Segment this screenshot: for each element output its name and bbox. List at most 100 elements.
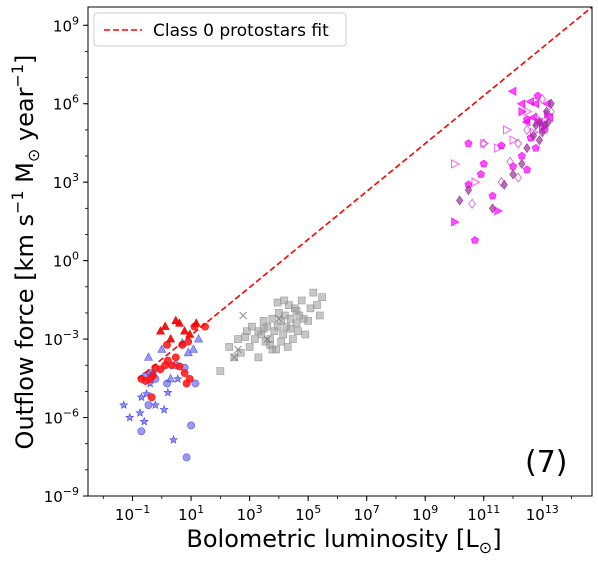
data-point-circle bbox=[171, 353, 180, 362]
data-point-circle bbox=[175, 362, 184, 371]
data-point-triangle bbox=[155, 326, 165, 335]
data-point-pentagon bbox=[488, 191, 497, 200]
data-point-triangle bbox=[157, 344, 167, 353]
data-point-diamond bbox=[544, 116, 552, 128]
data-point-square bbox=[277, 337, 286, 346]
y-axis-title-sup-1: −1 bbox=[8, 190, 27, 214]
data-point-square bbox=[268, 314, 277, 323]
data-point-diamond bbox=[464, 185, 473, 196]
data-point-diamond bbox=[538, 93, 547, 105]
data-point-triangle bbox=[166, 373, 176, 383]
panel-label: (7) bbox=[525, 445, 568, 480]
data-point-triangle-right bbox=[518, 107, 527, 117]
legend-box bbox=[93, 12, 347, 47]
data-point-triangle-right bbox=[503, 125, 512, 135]
fit-line bbox=[137, 7, 592, 380]
data-point-square bbox=[225, 343, 233, 351]
legend-label: Class 0 protostars fit bbox=[153, 21, 329, 41]
x-tick-label: 101 bbox=[178, 503, 204, 524]
data-point-square bbox=[294, 327, 302, 336]
data-point-star bbox=[135, 408, 145, 417]
y-axis-title-sup-2: −1 bbox=[8, 64, 27, 88]
data-point-triangle bbox=[188, 344, 198, 353]
data-point-cross bbox=[239, 311, 247, 320]
data-point-diamond bbox=[488, 203, 497, 214]
data-point-pentagon bbox=[470, 236, 479, 244]
data-point-diamond bbox=[468, 198, 476, 210]
data-point-triangle bbox=[160, 321, 170, 330]
data-point-pentagon bbox=[533, 91, 542, 100]
data-point-diamond bbox=[506, 156, 514, 168]
data-point-star bbox=[125, 412, 135, 422]
y-axis-title-part-3: year bbox=[11, 87, 39, 148]
data-point-square bbox=[234, 335, 242, 343]
data-point-square bbox=[286, 324, 295, 333]
data-point-triangle bbox=[174, 318, 184, 327]
legend: Class 0 protostars fit bbox=[93, 12, 347, 47]
data-point-triangle bbox=[180, 326, 190, 335]
data-point-triangle-right bbox=[471, 177, 481, 187]
data-point-cross bbox=[234, 345, 242, 354]
data-point-circle bbox=[180, 369, 189, 378]
x-tick-label: 1013 bbox=[526, 503, 559, 524]
data-point-circle bbox=[137, 427, 146, 436]
data-point-diamond bbox=[532, 120, 540, 131]
data-point-star bbox=[150, 400, 160, 409]
y-axis-ticks: 10−9 10−6 10−3 100 103 106 109 bbox=[44, 14, 88, 506]
data-point-square bbox=[301, 330, 310, 339]
data-point-circle bbox=[167, 361, 176, 370]
data-point-square bbox=[313, 301, 321, 309]
data-point-pentagon bbox=[531, 143, 540, 152]
data-point-diamond bbox=[529, 130, 538, 141]
y-tick-label: 10−6 bbox=[44, 407, 79, 428]
data-point-diamond bbox=[500, 179, 508, 190]
data-point-triangle-right bbox=[494, 206, 503, 216]
data-points bbox=[119, 86, 555, 462]
data-point-square bbox=[292, 307, 301, 315]
data-point-diamond bbox=[523, 143, 531, 154]
data-point-triangle bbox=[191, 318, 201, 327]
data-point-square bbox=[306, 304, 315, 313]
data-point-star bbox=[159, 404, 169, 414]
data-point-square bbox=[216, 367, 225, 375]
y-axis-title-sub: ⊙ bbox=[24, 149, 43, 162]
y-tick-label: 103 bbox=[53, 171, 79, 192]
data-point-triangle bbox=[194, 333, 204, 343]
data-point-square bbox=[259, 324, 268, 333]
data-point-square bbox=[283, 343, 292, 351]
y-axis-title-part-2: M bbox=[11, 162, 39, 190]
data-point-square bbox=[289, 335, 297, 343]
x-tick-label: 109 bbox=[412, 503, 438, 524]
x-tick-label: 10−1 bbox=[115, 503, 150, 524]
data-point-star bbox=[168, 435, 179, 444]
data-point-square bbox=[248, 322, 256, 331]
x-axis-ticks: 10−1 101 103 105 107 109 1011 1013 bbox=[102, 496, 572, 524]
data-point-circle bbox=[182, 379, 191, 388]
data-point-square bbox=[241, 333, 249, 341]
data-point-circle bbox=[149, 371, 157, 380]
data-point-square bbox=[254, 353, 263, 362]
x-tick-label: 105 bbox=[295, 503, 321, 524]
data-point-diamond bbox=[541, 120, 549, 131]
data-point-pentagon bbox=[523, 165, 531, 174]
data-point-triangle bbox=[166, 333, 176, 343]
y-tick-label: 10−3 bbox=[44, 328, 79, 349]
data-point-cross bbox=[263, 335, 272, 343]
data-point-square bbox=[304, 317, 312, 325]
data-point-star bbox=[141, 389, 152, 398]
data-point-pentagon bbox=[464, 139, 473, 147]
data-point-cross bbox=[230, 353, 239, 362]
data-point-triangle-right bbox=[509, 135, 519, 146]
data-point-square bbox=[318, 293, 326, 301]
data-point-diamond bbox=[523, 124, 531, 136]
data-point-square bbox=[297, 296, 306, 305]
data-point-square bbox=[245, 343, 254, 351]
x-axis-title-end: ] bbox=[492, 525, 501, 553]
data-point-diamond bbox=[535, 135, 544, 146]
y-axis-title: Outflow force [km s−1 M⊙ year−1] bbox=[8, 55, 43, 450]
data-point-triangle-right bbox=[451, 159, 460, 169]
data-point-triangle-right bbox=[451, 217, 460, 227]
data-point-square bbox=[280, 296, 288, 305]
data-point-square bbox=[286, 314, 295, 323]
data-point-square bbox=[309, 288, 318, 297]
